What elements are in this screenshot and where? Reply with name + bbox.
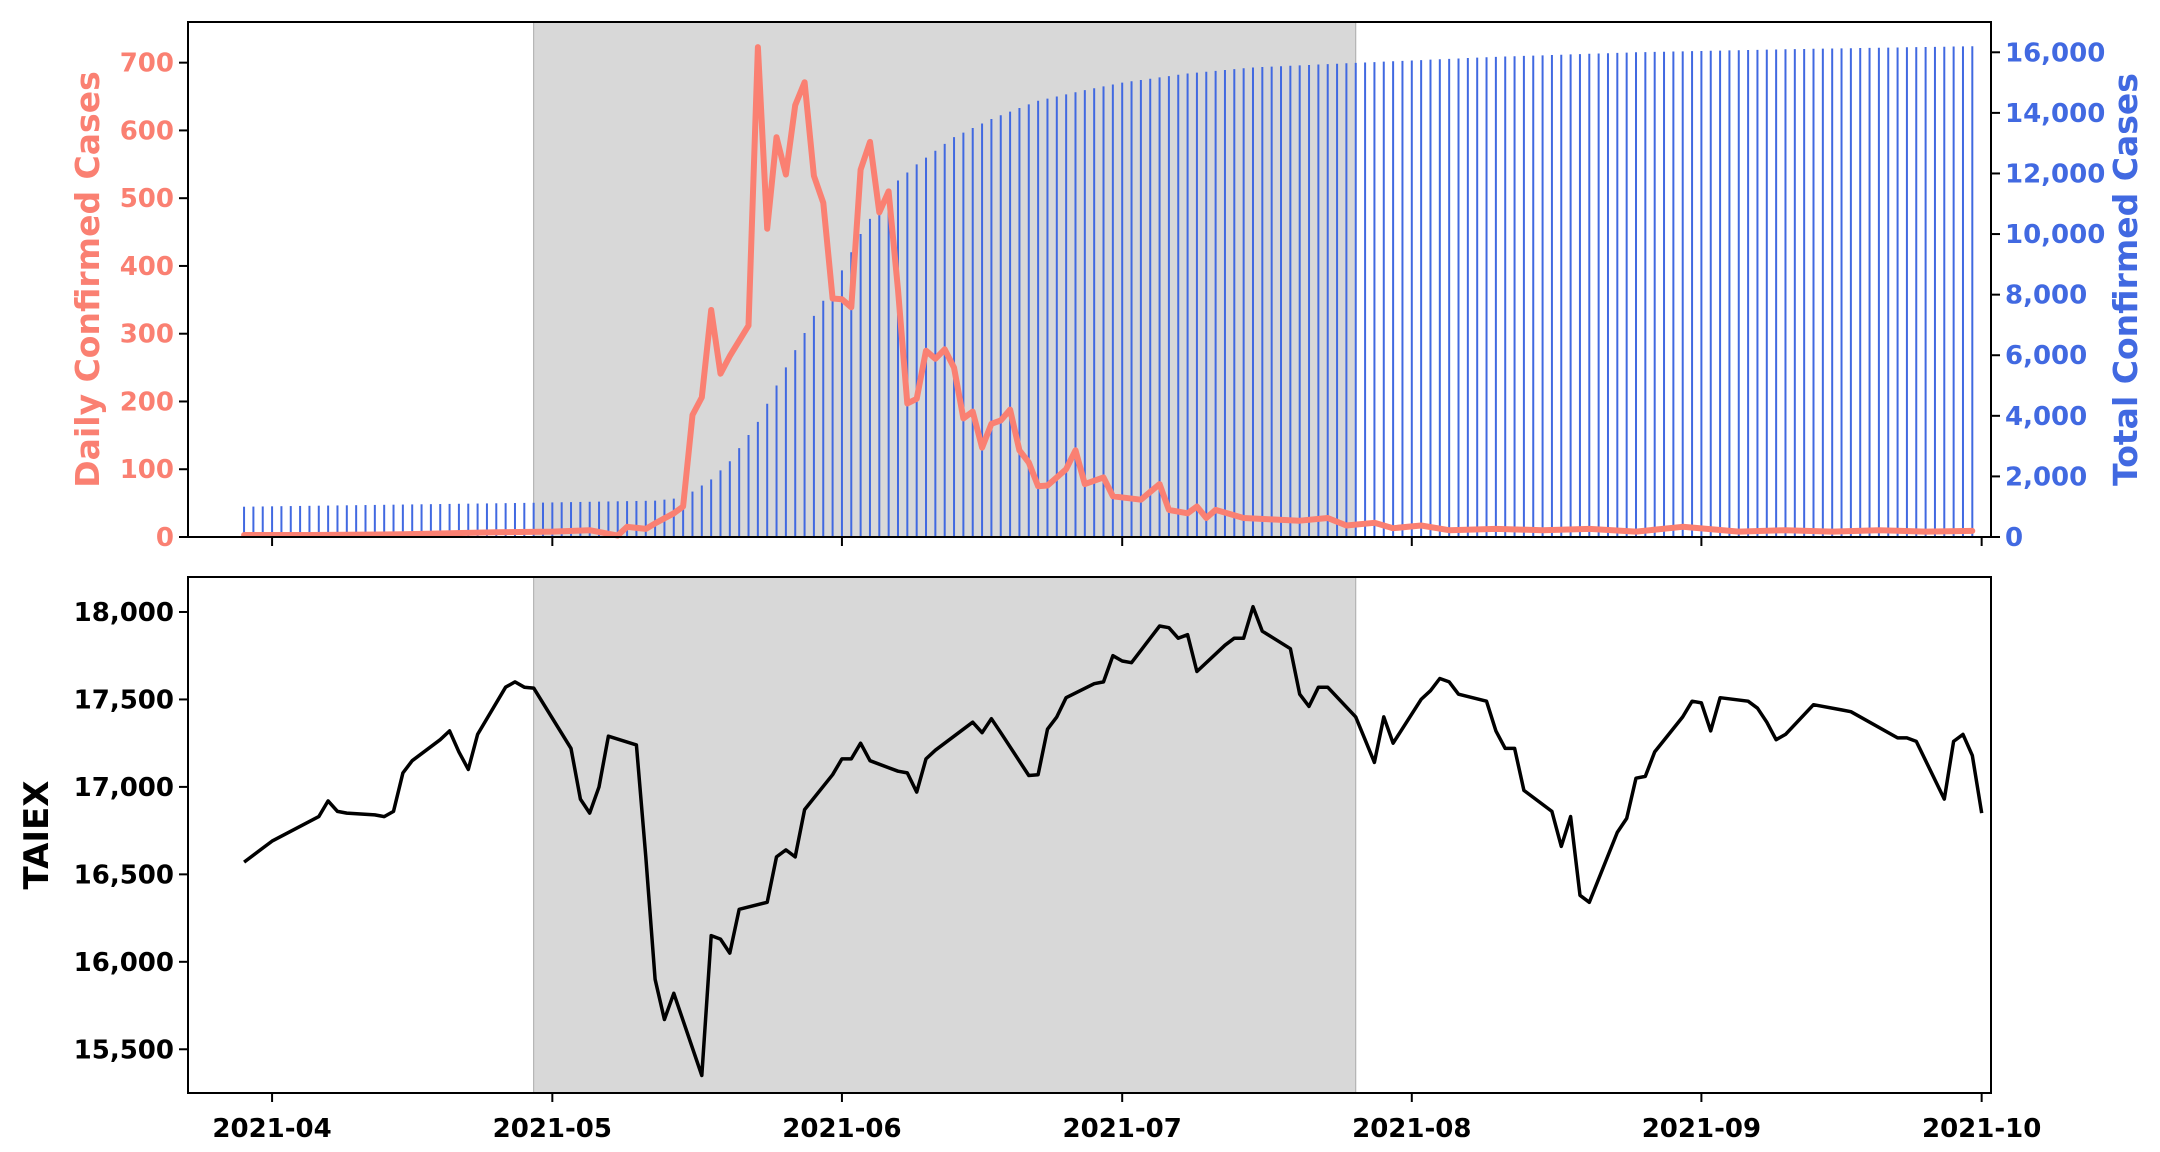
taiex-axis-label: TAIEX — [17, 781, 57, 890]
top-x-axis — [271, 537, 1983, 546]
bottom-panel: 15,500 16,000 16,500 17,000 17,500 18,000 202… — [17, 576, 2041, 1144]
right-axis-label: Total Confirmed Cases — [2106, 73, 2145, 486]
bottom-y-axis: 15,500 16,000 16,500 17,000 17,500 18,000 — [74, 598, 188, 1065]
left-axis-tick-label: 0 — [156, 523, 174, 553]
taiex-x-tick-label: 2021-05 — [493, 1114, 612, 1144]
taiex-x-tick-label: 2021-06 — [782, 1114, 901, 1144]
taiex-x-tick-label: 2021-07 — [1063, 1114, 1182, 1144]
right-axis-tick-label: 8,000 — [2005, 281, 2087, 311]
total-cases-bars — [243, 46, 1974, 537]
right-axis-tick-label: 12,000 — [2005, 159, 2105, 189]
right-axis-tick-label: 0 — [2005, 523, 2023, 553]
top-plot-frame — [187, 21, 1992, 538]
right-axis-tick-label: 10,000 — [2005, 220, 2105, 250]
bottom-shaded-period — [533, 576, 1357, 1094]
taiex-x-tick-label: 2021-10 — [1922, 1114, 2041, 1144]
left-axis-tick-label: 500 — [120, 184, 174, 214]
left-axis-tick-label: 100 — [120, 455, 174, 485]
right-axis-tick-label: 16,000 — [2005, 38, 2105, 68]
top-left-axis: 0 100 200 300 400 500 600 700 — [120, 49, 188, 553]
left-axis-tick-label: 700 — [120, 49, 174, 79]
taiex-y-tick-label: 18,000 — [74, 598, 174, 628]
right-axis-tick-label: 4,000 — [2005, 402, 2087, 432]
left-axis-tick-label: 600 — [120, 116, 174, 146]
taiex-line — [243, 604, 1984, 1078]
bottom-plot-frame — [187, 576, 1992, 1094]
top-panel: 0 100 200 300 400 500 600 700 0 2,000 4,000 6,000 8… — [68, 21, 2145, 553]
left-axis-label: Daily Confirmed Cases — [68, 71, 107, 487]
taiex-x-tick-label: 2021-04 — [212, 1114, 331, 1144]
left-axis-tick-label: 300 — [120, 320, 174, 350]
taiex-x-tick-label: 2021-08 — [1352, 1114, 1471, 1144]
left-axis-tick-label: 200 — [120, 387, 174, 417]
left-axis-tick-label: 400 — [120, 252, 174, 282]
bottom-x-axis: 2021-04 2021-05 2021-06 2021-07 2021-08 2021-… — [212, 1093, 2041, 1144]
right-axis-tick-label: 6,000 — [2005, 341, 2087, 371]
taiex-y-tick-label: 16,500 — [74, 860, 174, 890]
right-axis-tick-label: 14,000 — [2005, 99, 2105, 129]
taiex-y-tick-label: 17,000 — [74, 773, 174, 803]
taiex-y-tick-label: 16,000 — [74, 948, 174, 978]
taiex-x-tick-label: 2021-09 — [1642, 1114, 1761, 1144]
taiex-y-tick-label: 15,500 — [74, 1035, 174, 1065]
top-right-axis: 0 2,000 4,000 6,000 8,000 10,000 12,000 14,000 1… — [1991, 38, 2105, 553]
right-axis-tick-label: 2,000 — [2005, 462, 2087, 492]
taiex-y-tick-label: 17,500 — [74, 685, 174, 715]
daily-cases-line — [241, 44, 1976, 539]
